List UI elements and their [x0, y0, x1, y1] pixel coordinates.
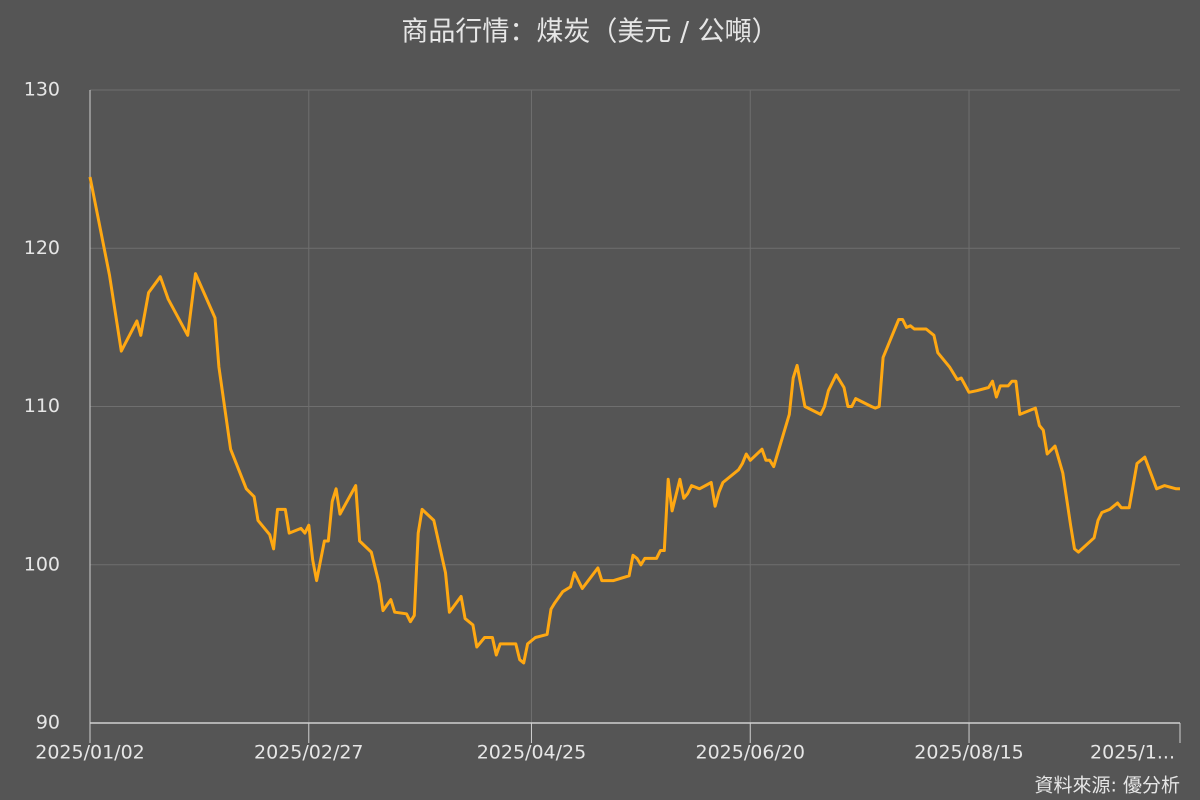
y-tick-label: 130: [24, 79, 60, 101]
x-tick-label: 2025/1...: [1090, 742, 1175, 764]
x-tick-label: 2025/04/25: [477, 742, 587, 764]
x-tick-label: 2025/02/27: [254, 742, 364, 764]
chart-title: 商品行情：煤炭（美元 / 公噸）: [401, 17, 778, 48]
x-tick-label: 2025/06/20: [695, 742, 805, 764]
y-tick-label: 120: [24, 237, 60, 259]
y-tick-label: 100: [24, 553, 60, 575]
x-tick-label: 2025/08/15: [914, 742, 1024, 764]
source-note: 資料來源: 優分析: [1035, 775, 1180, 797]
x-tick-label: 2025/01/02: [35, 742, 145, 764]
y-tick-label: 110: [24, 395, 60, 417]
y-tick-label: 90: [36, 712, 60, 734]
line-series: [88, 176, 1180, 665]
